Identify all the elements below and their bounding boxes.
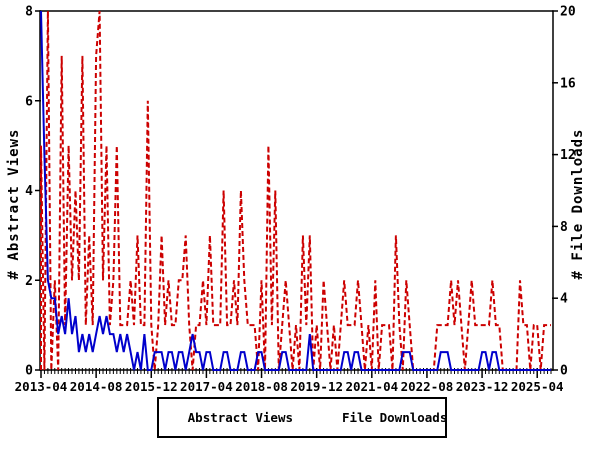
legend-entry-file-downloads: File Downloads [311, 410, 447, 425]
y-left-tick-label: 4 [25, 184, 33, 199]
y-right-tick-label: 4 [560, 292, 568, 307]
legend-entry-abstract-views: Abstract Views [157, 410, 293, 425]
legend-label-file-downloads: File Downloads [342, 410, 448, 425]
y-left-tick-label: 8 [25, 5, 33, 20]
y-right-tick-label: 16 [560, 76, 576, 91]
y-right-tick-label: 8 [560, 220, 568, 235]
x-tick-label: 2013-04 [15, 379, 68, 394]
x-tick-label: 2019-12 [290, 379, 343, 394]
x-tick-label: 2015-12 [125, 379, 178, 394]
y-axis-label-right: # File Downloads [570, 128, 586, 280]
abstract-views-line [40, 10, 551, 371]
x-tick-label: 2022-08 [401, 379, 454, 394]
x-tick-label: 2017-04 [180, 379, 233, 394]
y-left-tick-label: 6 [25, 94, 33, 109]
file-downloads-line [40, 10, 551, 371]
x-tick-label: 2025-04 [511, 379, 564, 394]
legend: Abstract Views File Downloads [157, 397, 447, 438]
y-right-tick-label: 12 [560, 148, 576, 163]
y-right-tick-label: 20 [560, 5, 576, 20]
x-tick-label: 2021-04 [345, 379, 398, 394]
y-left-tick-label: 0 [25, 364, 33, 379]
legend-label-abstract-views: Abstract Views [187, 410, 293, 425]
x-tick-label: 2014-08 [70, 379, 123, 394]
x-tick-label: 2018-08 [235, 379, 288, 394]
y-left-tick-label: 2 [25, 274, 33, 289]
x-tick-label: 2023-12 [456, 379, 509, 394]
y-axis-label-left: # Abstract Views [6, 128, 22, 280]
y-right-tick-label: 0 [560, 364, 568, 379]
